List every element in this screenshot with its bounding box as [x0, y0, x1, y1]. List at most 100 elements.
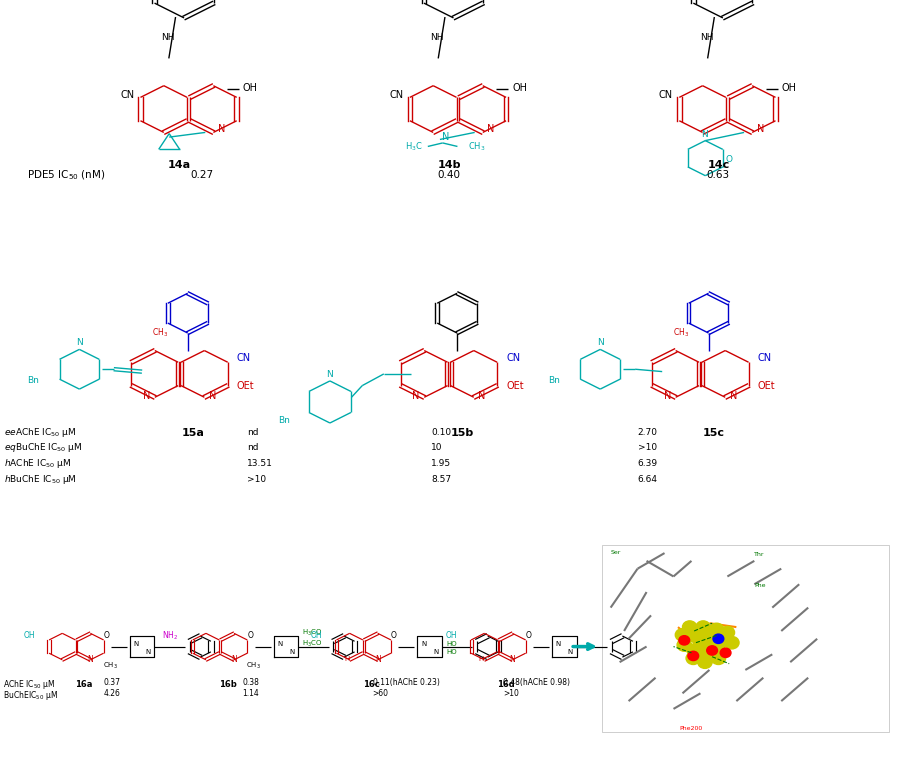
Text: N: N [568, 649, 573, 655]
Text: Bn: Bn [277, 416, 289, 425]
Text: $h$AChE IC$_{50}$ µM: $h$AChE IC$_{50}$ µM [4, 457, 72, 470]
Text: N: N [487, 124, 495, 134]
Text: CN: CN [659, 90, 673, 100]
Text: N: N [556, 641, 561, 647]
Text: 16c: 16c [363, 679, 380, 689]
Text: Phe: Phe [754, 583, 766, 588]
Text: CN: CN [758, 353, 771, 362]
Text: nd: nd [247, 443, 259, 453]
Text: CN: CN [120, 90, 134, 100]
Text: 2.70: 2.70 [638, 428, 657, 437]
Text: 16d: 16d [497, 679, 515, 689]
Text: 0.40: 0.40 [437, 171, 461, 180]
Text: N: N [231, 654, 237, 664]
Text: H$_3$CO: H$_3$CO [302, 639, 322, 649]
Text: N: N [412, 391, 420, 401]
Text: 15c: 15c [703, 428, 725, 438]
Text: OEt: OEt [758, 381, 775, 390]
Text: 14b: 14b [437, 160, 461, 170]
Text: >60: >60 [373, 689, 389, 699]
Text: NH: NH [430, 33, 444, 42]
Circle shape [679, 636, 690, 645]
Text: OH: OH [243, 83, 258, 93]
Circle shape [725, 636, 739, 649]
Circle shape [718, 634, 733, 647]
Text: N: N [289, 649, 295, 655]
FancyBboxPatch shape [602, 545, 889, 732]
Text: CH$_3$: CH$_3$ [246, 661, 261, 671]
Text: Thr: Thr [754, 552, 765, 557]
Text: OH: OH [782, 83, 797, 93]
Text: 4.26: 4.26 [103, 689, 120, 699]
Text: $eq$BuChE IC$_{50}$ µM: $eq$BuChE IC$_{50}$ µM [4, 442, 83, 454]
Circle shape [698, 656, 712, 668]
Text: CH$_3$: CH$_3$ [468, 140, 486, 153]
Text: N: N [327, 370, 333, 379]
Text: nd: nd [247, 428, 259, 437]
Text: H$_3$CO: H$_3$CO [302, 628, 322, 639]
Text: N: N [374, 654, 381, 664]
Text: 14a: 14a [168, 160, 191, 170]
Circle shape [711, 652, 726, 664]
Circle shape [677, 639, 691, 651]
Text: H$_3$C: H$_3$C [405, 140, 422, 153]
Circle shape [707, 646, 718, 655]
Text: 1.14: 1.14 [242, 689, 260, 699]
Text: H: H [344, 656, 349, 662]
Text: 16a: 16a [75, 679, 92, 689]
Text: N: N [421, 641, 427, 647]
Text: N: N [729, 391, 737, 401]
Text: N: N [433, 649, 438, 655]
Text: 16b: 16b [219, 679, 236, 689]
Text: 0.63: 0.63 [707, 171, 730, 180]
Text: 0.48(hAChE 0.98): 0.48(hAChE 0.98) [503, 678, 570, 687]
Circle shape [713, 634, 724, 643]
Text: N: N [701, 130, 708, 139]
Text: Phe200: Phe200 [680, 726, 703, 731]
Text: N: N [664, 391, 672, 401]
Text: 0.38: 0.38 [242, 678, 260, 687]
Circle shape [682, 621, 697, 633]
Text: BuChEIC$_{50}$ µM: BuChEIC$_{50}$ µM [3, 689, 57, 703]
Text: Bn: Bn [548, 376, 559, 386]
Text: N: N [597, 338, 603, 347]
Text: O: O [725, 155, 732, 164]
Text: 10: 10 [431, 443, 443, 453]
Text: N: N [134, 641, 139, 647]
Text: 13.51: 13.51 [247, 459, 273, 468]
Text: CH$_3$: CH$_3$ [102, 661, 118, 671]
Text: NH: NH [161, 33, 174, 42]
Circle shape [711, 644, 726, 657]
Text: 0.37: 0.37 [103, 678, 120, 687]
Text: N: N [478, 391, 486, 401]
Circle shape [687, 644, 701, 657]
Circle shape [707, 639, 721, 651]
Text: OH: OH [23, 632, 35, 640]
Circle shape [686, 652, 700, 664]
Text: OH: OH [513, 83, 527, 93]
Text: OH: OH [445, 632, 457, 640]
Text: N: N [208, 391, 216, 401]
Text: 15b: 15b [451, 428, 474, 438]
Text: O: O [103, 631, 110, 640]
Text: N: N [509, 654, 515, 664]
Text: PDE5 IC$_{50}$ (nM): PDE5 IC$_{50}$ (nM) [27, 168, 106, 182]
Text: 6.64: 6.64 [638, 474, 657, 484]
Circle shape [702, 629, 717, 641]
Circle shape [689, 630, 703, 643]
Text: 0.27: 0.27 [190, 171, 214, 180]
Text: >10: >10 [247, 474, 266, 484]
Circle shape [688, 651, 699, 661]
Circle shape [675, 629, 690, 641]
Text: OH: OH [311, 632, 322, 640]
Circle shape [720, 626, 735, 639]
Text: N: N [76, 338, 83, 347]
Circle shape [720, 648, 731, 657]
Text: N: N [756, 124, 764, 134]
Text: N: N [442, 132, 449, 142]
Circle shape [709, 623, 724, 636]
Text: 0.10: 0.10 [431, 428, 451, 437]
Text: NH: NH [700, 33, 713, 42]
Text: H: H [479, 656, 484, 662]
Circle shape [698, 647, 712, 659]
